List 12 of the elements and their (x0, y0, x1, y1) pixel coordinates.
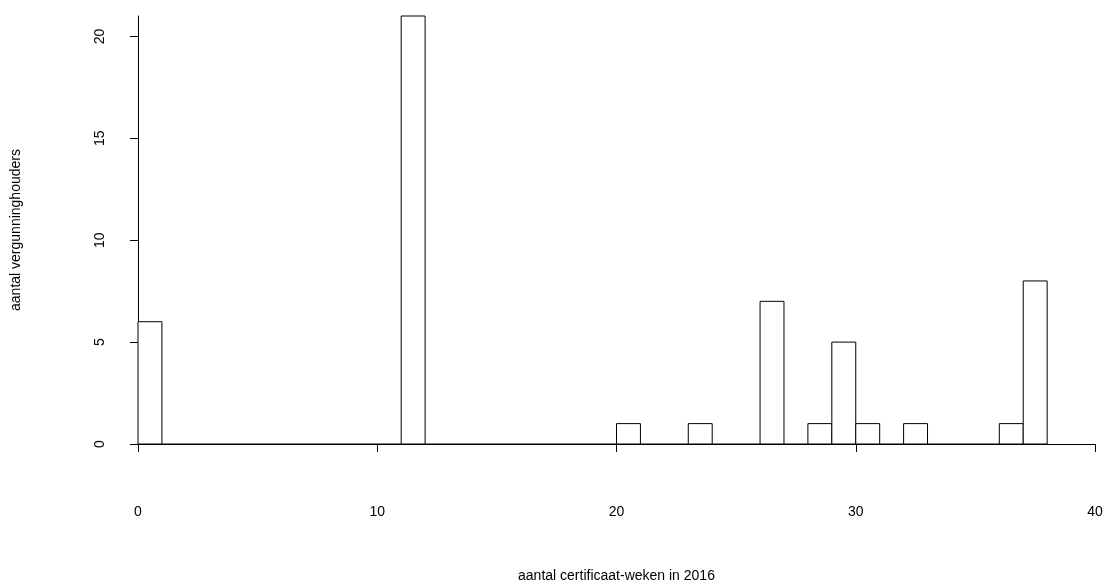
x-tick-label: 40 (1087, 503, 1103, 519)
x-tick-label: 30 (847, 503, 864, 519)
y-tick-label: 5 (91, 337, 107, 346)
y-tick-label: 10 (91, 232, 107, 248)
x-tick-label: 0 (134, 503, 143, 519)
y-tick-label: 15 (91, 130, 107, 147)
x-tick-label: 20 (608, 503, 625, 519)
x-axis-title: aantal certificaat-weken in 2016 (518, 567, 716, 583)
y-tick-label: 20 (91, 28, 107, 45)
y-axis-title: aantal vergunninghouders (7, 149, 23, 311)
x-tick-label: 10 (369, 503, 386, 519)
y-tick-label: 0 (91, 439, 107, 448)
